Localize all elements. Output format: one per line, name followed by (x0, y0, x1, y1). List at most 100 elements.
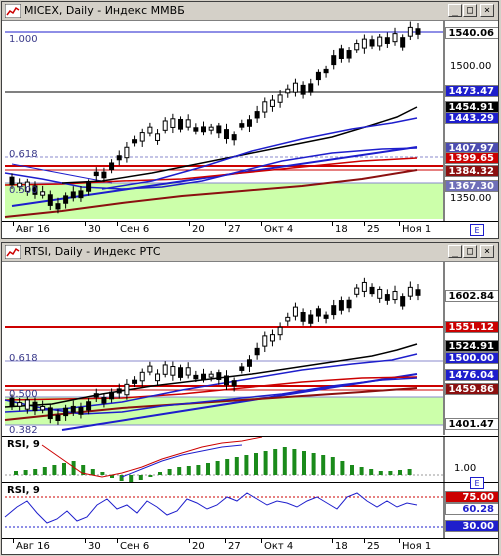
micex-chart-window[interactable]: MICEX, Daily - Индекс ММВБ _ □ × (1, 1, 499, 239)
minimize-button[interactable]: _ (448, 4, 462, 17)
candle (201, 373, 207, 380)
chart-icon (5, 4, 21, 18)
scroll-end-button[interactable]: E (470, 477, 484, 489)
histogram-bar (119, 475, 124, 481)
date-label: 30 (88, 224, 101, 235)
candle (101, 171, 107, 179)
candle (269, 99, 275, 107)
price-box-1367-30: 1367.30 (445, 180, 498, 192)
price-box-1476-04: 1476.04 (445, 369, 498, 381)
candle (178, 118, 184, 130)
histogram-bar (14, 471, 18, 475)
ma-blue-fast (4, 353, 418, 413)
histogram-bar (340, 461, 345, 475)
candle (208, 126, 214, 131)
histogram-bar (321, 455, 326, 475)
close-button[interactable]: × (480, 245, 494, 258)
micex-titlebar[interactable]: MICEX, Daily - Индекс ММВБ _ □ × (2, 2, 498, 21)
candle (193, 127, 199, 132)
candle (262, 335, 268, 347)
candle (32, 401, 38, 412)
candle (331, 305, 337, 316)
micex-date-axis: Авг 16 30 Сен 6 20 27 Окт 4 18 25 Ноя 1 E (2, 221, 498, 238)
histogram-bar (302, 451, 306, 475)
candle (285, 88, 291, 94)
histogram-bar (158, 472, 162, 475)
ma-red (4, 157, 418, 186)
candle (415, 28, 421, 35)
candle (109, 391, 115, 400)
candle (216, 125, 222, 134)
candle (55, 203, 61, 210)
candle (178, 367, 184, 378)
date-label: Сен 6 (120, 224, 150, 235)
date-tick (332, 222, 333, 226)
candle (139, 132, 145, 142)
histogram-bar (254, 453, 258, 475)
maximize-button[interactable]: □ (463, 4, 477, 17)
candle (338, 300, 344, 311)
price-box-1500-00: 1500.00 (445, 352, 498, 364)
ma-black (61, 106, 418, 184)
rtsi-rsi-plot[interactable]: RSI, 9 75.00 60.28 30.00 (2, 482, 498, 538)
rtsi-histogram-plot[interactable]: RSI, 9 1.00 (2, 436, 498, 482)
candle (239, 366, 245, 371)
date-tick (85, 222, 86, 226)
fibo-zone (5, 183, 443, 219)
candle (285, 316, 291, 322)
rsi-indicator-chart (2, 483, 445, 538)
candle (292, 306, 298, 317)
candle (155, 133, 161, 141)
candle (24, 399, 30, 410)
date-tick (399, 539, 400, 543)
rtsi-titlebar[interactable]: RTSI, Daily - Индекс РТС _ □ × (2, 243, 498, 262)
candle (162, 120, 168, 131)
price-box-1443-29: 1443.29 (445, 112, 498, 124)
price-box-60-28: 60.28 (445, 503, 498, 515)
histogram-bar (215, 461, 220, 475)
date-label: Авг 16 (16, 541, 50, 552)
candle (400, 296, 406, 307)
candle (223, 129, 229, 140)
micex-price-plot[interactable]: 1.000 0.618 0.500 1500.00 1350.00 1540.0… (2, 21, 498, 221)
candle (40, 405, 46, 411)
candle (70, 405, 76, 413)
candle (109, 162, 115, 171)
candle (315, 71, 321, 81)
scroll-end-button[interactable]: E (470, 224, 484, 236)
date-label: Авг 16 (16, 224, 50, 235)
rtsi-price-plot[interactable]: 0.618 0.500 0.382 1602.84 1551.12 1524.91 1… (2, 262, 498, 436)
close-button[interactable]: × (480, 4, 494, 17)
histogram-bar (177, 467, 182, 475)
candle (63, 195, 69, 204)
rsi-indicator-label: RSI, 9 (7, 485, 40, 496)
date-label: Ноя 1 (402, 224, 432, 235)
candle (93, 171, 99, 177)
date-label: 27 (228, 224, 241, 235)
histogram-bar (263, 451, 268, 475)
rtsi-chart-window[interactable]: RTSI, Daily - Индекс РТС _ □ × 0.618 0.5… (1, 242, 499, 555)
candle (9, 397, 15, 407)
candle (78, 190, 84, 199)
candle (32, 185, 38, 195)
candle (170, 118, 176, 128)
date-label: 18 (335, 541, 348, 552)
candle (47, 407, 53, 420)
histogram-bar (167, 469, 172, 475)
candle (407, 26, 413, 37)
candle (155, 373, 161, 382)
rtsi-candles (9, 277, 421, 425)
histogram-bar (196, 465, 201, 475)
date-tick (225, 539, 226, 543)
candle (147, 365, 153, 373)
histogram-bar (23, 470, 28, 475)
maximize-button[interactable]: □ (463, 245, 477, 258)
minimize-button[interactable]: _ (448, 245, 462, 258)
histogram-bar (398, 470, 402, 475)
histogram-bar (186, 466, 191, 475)
chart-icon (5, 245, 21, 259)
candle (124, 383, 130, 396)
rtsi-window-title: RTSI, Daily - Индекс РТС (24, 245, 161, 258)
date-label: Сен 6 (120, 541, 150, 552)
candle (308, 83, 314, 93)
